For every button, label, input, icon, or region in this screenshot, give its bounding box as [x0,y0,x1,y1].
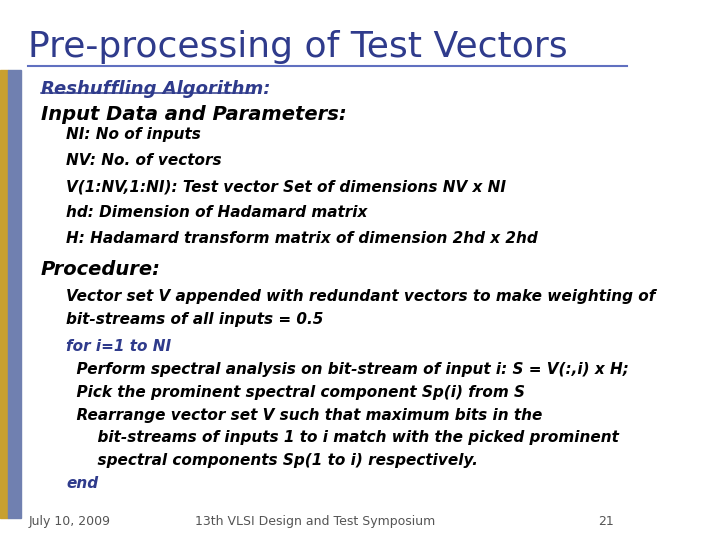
Text: July 10, 2009: July 10, 2009 [28,515,110,528]
Text: Procedure:: Procedure: [41,260,161,279]
Text: Pick the prominent spectral component Sp(i) from S: Pick the prominent spectral component Sp… [66,385,525,400]
Bar [0,70,8,518]
Text: Vector set V appended with redundant vectors to make weighting of: Vector set V appended with redundant vec… [66,289,655,305]
Text: spectral components Sp(1 to i) respectively.: spectral components Sp(1 to i) respectiv… [66,453,478,468]
Text: H: Hadamard transform matrix of dimension 2hd x 2hd: H: Hadamard transform matrix of dimensio… [66,231,538,246]
Text: Pre-processing of Test Vectors: Pre-processing of Test Vectors [28,30,568,64]
Text: Perform spectral analysis on bit-stream of input i: S = V(:,i) x H;: Perform spectral analysis on bit-stream … [66,362,629,377]
Bar [8,70,21,518]
Text: for i=1 to NI: for i=1 to NI [66,339,171,354]
Text: V(1:NV,1:NI): Test vector Set of dimensions NV x NI: V(1:NV,1:NI): Test vector Set of dimensi… [66,179,506,194]
Text: NI: No of inputs: NI: No of inputs [66,127,201,143]
Text: 21: 21 [598,515,614,528]
Text: hd: Dimension of Hadamard matrix: hd: Dimension of Hadamard matrix [66,205,367,220]
Text: Input Data and Parameters:: Input Data and Parameters: [41,105,346,124]
Text: NV: No. of vectors: NV: No. of vectors [66,153,222,168]
Text: bit-streams of inputs 1 to i match with the picked prominent: bit-streams of inputs 1 to i match with … [66,430,619,445]
Text: 13th VLSI Design and Test Symposium: 13th VLSI Design and Test Symposium [195,515,435,528]
Text: Reshuffling Algorithm:: Reshuffling Algorithm: [41,80,271,98]
Text: end: end [66,476,98,491]
Text: bit-streams of all inputs = 0.5: bit-streams of all inputs = 0.5 [66,312,323,327]
Text: Rearrange vector set V such that maximum bits in the: Rearrange vector set V such that maximum… [66,408,543,423]
